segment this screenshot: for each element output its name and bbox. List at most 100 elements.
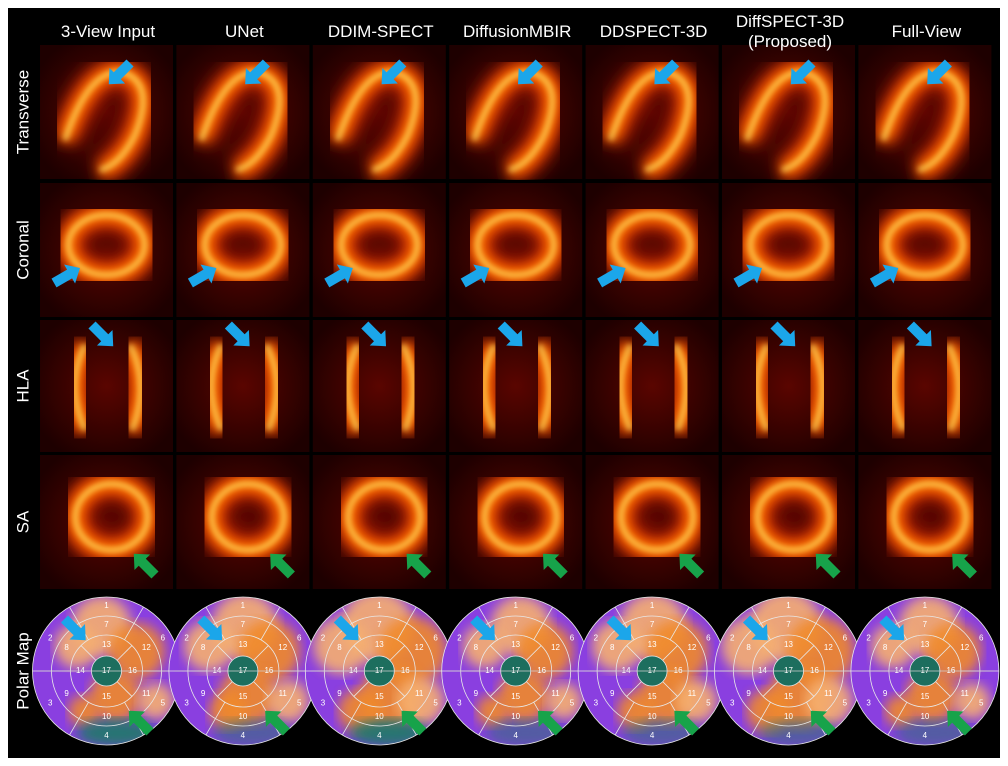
segment-label: 9 — [610, 689, 615, 698]
segment-label: 12 — [960, 643, 969, 652]
segment-label: 6 — [297, 634, 302, 643]
uptake-core — [338, 212, 420, 278]
segment-label: 9 — [883, 689, 888, 698]
row-label: SA — [13, 510, 32, 533]
uptake-core — [127, 343, 143, 431]
segment-label: 3 — [184, 699, 189, 708]
segment-label: 9 — [746, 689, 751, 698]
uptake-core — [482, 481, 560, 553]
arrow — [88, 321, 114, 347]
segment-label: 7 — [786, 620, 791, 629]
arrow — [333, 615, 359, 641]
image-tile — [176, 455, 310, 589]
arrow — [927, 59, 952, 85]
arrow — [879, 615, 905, 641]
arrow — [497, 321, 523, 347]
segment-label: 11 — [824, 689, 833, 698]
uptake-core — [471, 69, 555, 173]
polar-divider — [253, 645, 269, 661]
uptake-core — [62, 69, 146, 173]
segment-label: 5 — [570, 699, 575, 708]
segment-label: 13 — [238, 640, 247, 649]
polar-divider — [116, 681, 133, 697]
segment-label: 7 — [241, 620, 246, 629]
arrow — [406, 553, 432, 579]
segment-label: 9 — [64, 689, 69, 698]
uptake-core — [946, 343, 962, 431]
segment-label: 13 — [784, 640, 793, 649]
polar-divider — [662, 681, 678, 697]
segment-label: 4 — [377, 731, 382, 740]
segment-label: 6 — [706, 634, 711, 643]
polar-divider — [389, 681, 406, 697]
segment-label: 3 — [866, 699, 871, 708]
segment-label: 4 — [104, 731, 109, 740]
segment-label: 7 — [104, 620, 109, 629]
image-tile — [722, 320, 855, 452]
image-tile — [585, 45, 719, 183]
segment-label: 6 — [433, 634, 438, 643]
segment-label: 8 — [337, 643, 342, 652]
segment-label: 4 — [513, 731, 518, 740]
segment-label: 1 — [786, 601, 791, 610]
segment-label: 11 — [551, 689, 560, 698]
segment-label: 13 — [920, 640, 929, 649]
figure: Transverse Coronal HLA SA Polar Map 1 2 3 4 5 6 7 8 9… — [8, 8, 1000, 758]
segment-label: 6 — [570, 634, 575, 643]
image-tile — [585, 455, 719, 589]
arrow — [108, 59, 134, 85]
image-tile — [858, 45, 992, 183]
image-tile — [449, 45, 583, 183]
segment-label: 3 — [457, 699, 462, 708]
polar-divider — [626, 645, 642, 661]
arrow — [952, 553, 977, 579]
polar-divider — [389, 645, 406, 661]
arrow — [606, 615, 632, 641]
column-header: UNet — [225, 22, 264, 41]
segment-label: 13 — [375, 640, 384, 649]
image-tile — [858, 183, 992, 317]
column-header: Full-View — [891, 22, 962, 41]
polar-divider — [489, 681, 506, 697]
segment-label: 6 — [979, 634, 984, 643]
uptake-core — [264, 343, 280, 431]
arrow — [265, 710, 290, 736]
uptake-core — [611, 212, 693, 278]
image-tile — [312, 455, 446, 589]
polar-divider — [798, 681, 815, 697]
polar-divider — [662, 645, 678, 661]
polar-divider — [80, 681, 97, 697]
polar-divider — [205, 701, 226, 736]
column-header: DDIM-SPECT — [327, 22, 434, 41]
uptake-core — [881, 69, 964, 173]
arrow — [770, 321, 796, 347]
polar-divider — [116, 645, 133, 661]
arrow — [361, 321, 387, 347]
uptake-core — [809, 343, 825, 431]
segment-label: 5 — [706, 699, 711, 708]
arrow — [537, 710, 563, 736]
uptake-core — [755, 481, 832, 553]
segment-label: 3 — [48, 699, 53, 708]
column-header: DDSPECT-3D — [599, 22, 708, 41]
segment-label: 12 — [824, 643, 833, 652]
column-header: DiffSPECT-3D (Proposed) — [735, 12, 845, 51]
arrow — [324, 264, 353, 288]
segment-label: 3 — [321, 699, 326, 708]
segment-label: 2 — [321, 634, 326, 643]
uptake-core — [208, 343, 224, 432]
arrow — [460, 264, 490, 288]
polar-divider — [614, 701, 635, 736]
arrow — [401, 710, 427, 736]
uptake-core — [618, 481, 696, 553]
uptake-core — [400, 343, 416, 431]
polar-divider — [260, 606, 281, 641]
polar-divider — [626, 681, 642, 697]
segment-label: 13 — [102, 640, 111, 649]
image-tile — [585, 183, 719, 317]
uptake-core — [891, 481, 969, 553]
segment-label: 8 — [201, 643, 206, 652]
polar-divider — [899, 681, 915, 697]
